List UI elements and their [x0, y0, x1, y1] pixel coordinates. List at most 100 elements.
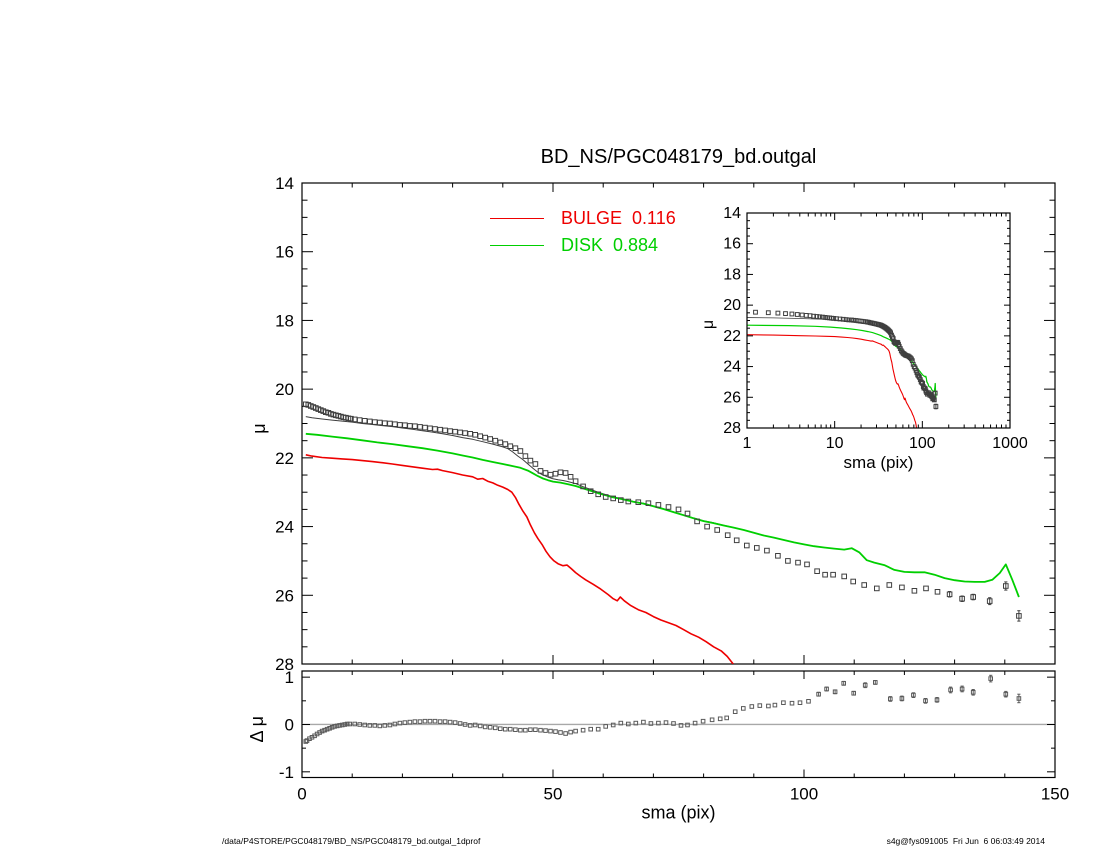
- inset-y-tick-label: 22: [723, 328, 741, 345]
- data-point: [442, 427, 448, 434]
- residual-point: [717, 716, 723, 722]
- residual-point: [337, 723, 342, 728]
- residual-point: [332, 724, 337, 729]
- disk-legend-label: DISK 0.884: [561, 234, 659, 255]
- data-point: [367, 418, 373, 425]
- data-point: [557, 469, 564, 476]
- data-point: [850, 578, 857, 585]
- residual-point: [533, 727, 538, 733]
- inset-x-tick-label: 1: [743, 435, 752, 452]
- residual-point: [352, 721, 357, 727]
- data-point: [422, 424, 428, 431]
- residual-point: [663, 720, 669, 725]
- data-point: [407, 423, 413, 429]
- inset-y-tick-label: 16: [723, 236, 741, 253]
- data-point: [427, 425, 433, 432]
- data-point: [348, 415, 354, 422]
- residual-point: [806, 699, 811, 704]
- data-point: [580, 483, 586, 490]
- inset-bulge-line: [747, 334, 918, 428]
- residual-point: [412, 719, 418, 724]
- residual-point: [432, 718, 438, 724]
- inset-data-point: [843, 317, 849, 323]
- data-point: [804, 561, 810, 568]
- residual-point: [447, 719, 453, 725]
- inset-data-point: [817, 314, 823, 320]
- y-axis-tick-label: 26: [275, 586, 294, 605]
- residual-point: [493, 725, 498, 731]
- data-point: [472, 432, 478, 438]
- residual-point: [397, 720, 403, 726]
- residual-point: [595, 726, 601, 732]
- data-point: [572, 478, 579, 484]
- inset-data-point: [765, 310, 771, 316]
- residual-point: [749, 704, 755, 709]
- data-point: [841, 573, 848, 580]
- residual-point: [757, 703, 763, 708]
- residual-point: [437, 719, 443, 724]
- data-point: [665, 504, 672, 510]
- data-point: [684, 510, 691, 517]
- data-point: [502, 441, 509, 447]
- inset-data-point: [840, 316, 846, 322]
- inset-data-point: [920, 381, 926, 386]
- bulge-line: [305, 454, 734, 664]
- data-point: [911, 588, 918, 594]
- data-point: [562, 470, 569, 476]
- inset-data-point: [820, 314, 825, 320]
- residual-point: [498, 726, 503, 732]
- data-point: [542, 470, 549, 476]
- data-point: [814, 568, 820, 575]
- data-point: [547, 471, 554, 478]
- residual-point: [603, 724, 609, 729]
- data-point: [462, 430, 468, 436]
- data-point: [377, 419, 383, 426]
- main-y-axis-label: μ: [249, 423, 269, 433]
- residual-point: [324, 726, 330, 732]
- residual-point: [528, 727, 533, 733]
- data-point: [714, 527, 721, 533]
- inset-data-point: [794, 312, 800, 317]
- residual-point: [797, 700, 803, 706]
- data-point: [795, 559, 801, 566]
- legend-entry-bulge: BULGE 0.116: [490, 208, 676, 228]
- y-axis-tick-label: 20: [275, 380, 294, 399]
- data-point: [861, 582, 868, 588]
- data-point: [361, 418, 368, 424]
- data-point: [397, 422, 403, 428]
- inset-data-point: [837, 316, 843, 322]
- data-point: [899, 584, 905, 591]
- y-axis-tick-label: 18: [275, 311, 294, 330]
- residual-point: [472, 722, 478, 728]
- residual-point: [339, 722, 345, 728]
- data-point: [492, 437, 499, 444]
- residual-point: [347, 721, 352, 727]
- residual-point: [372, 723, 378, 728]
- data-point: [392, 421, 398, 427]
- page-title: BD_NS/PGC048179_bd.outgal: [540, 146, 817, 168]
- y-axis-tick-label: 14: [275, 174, 294, 193]
- residual-point: [781, 700, 786, 706]
- residual-point: [656, 720, 661, 726]
- residual-point: [467, 723, 473, 728]
- data-point: [372, 419, 378, 425]
- main-series: [303, 401, 1022, 664]
- disk-line-sample: [490, 244, 544, 246]
- data-point: [602, 494, 609, 500]
- residual-point: [382, 723, 388, 728]
- residual-point: [626, 721, 631, 727]
- inset-y-axis-label: μ: [700, 320, 717, 329]
- inset-y-tick-label: 24: [723, 359, 741, 376]
- inset-plot: 1 10 100 1000 14 16 18 20 22 24 26 28 μ sma (pix): [700, 205, 1028, 472]
- data-point: [452, 428, 458, 435]
- inset-y-tick-label: 20: [723, 297, 741, 314]
- data-point: [595, 491, 602, 498]
- residual-y-tick-label: -1: [279, 763, 294, 782]
- residual-point: [327, 726, 332, 731]
- y-axis-tick-label: 22: [275, 449, 294, 468]
- inset-x-axis-label: sma (pix): [844, 453, 914, 472]
- residual-point: [588, 726, 594, 732]
- residual-point: [334, 723, 340, 729]
